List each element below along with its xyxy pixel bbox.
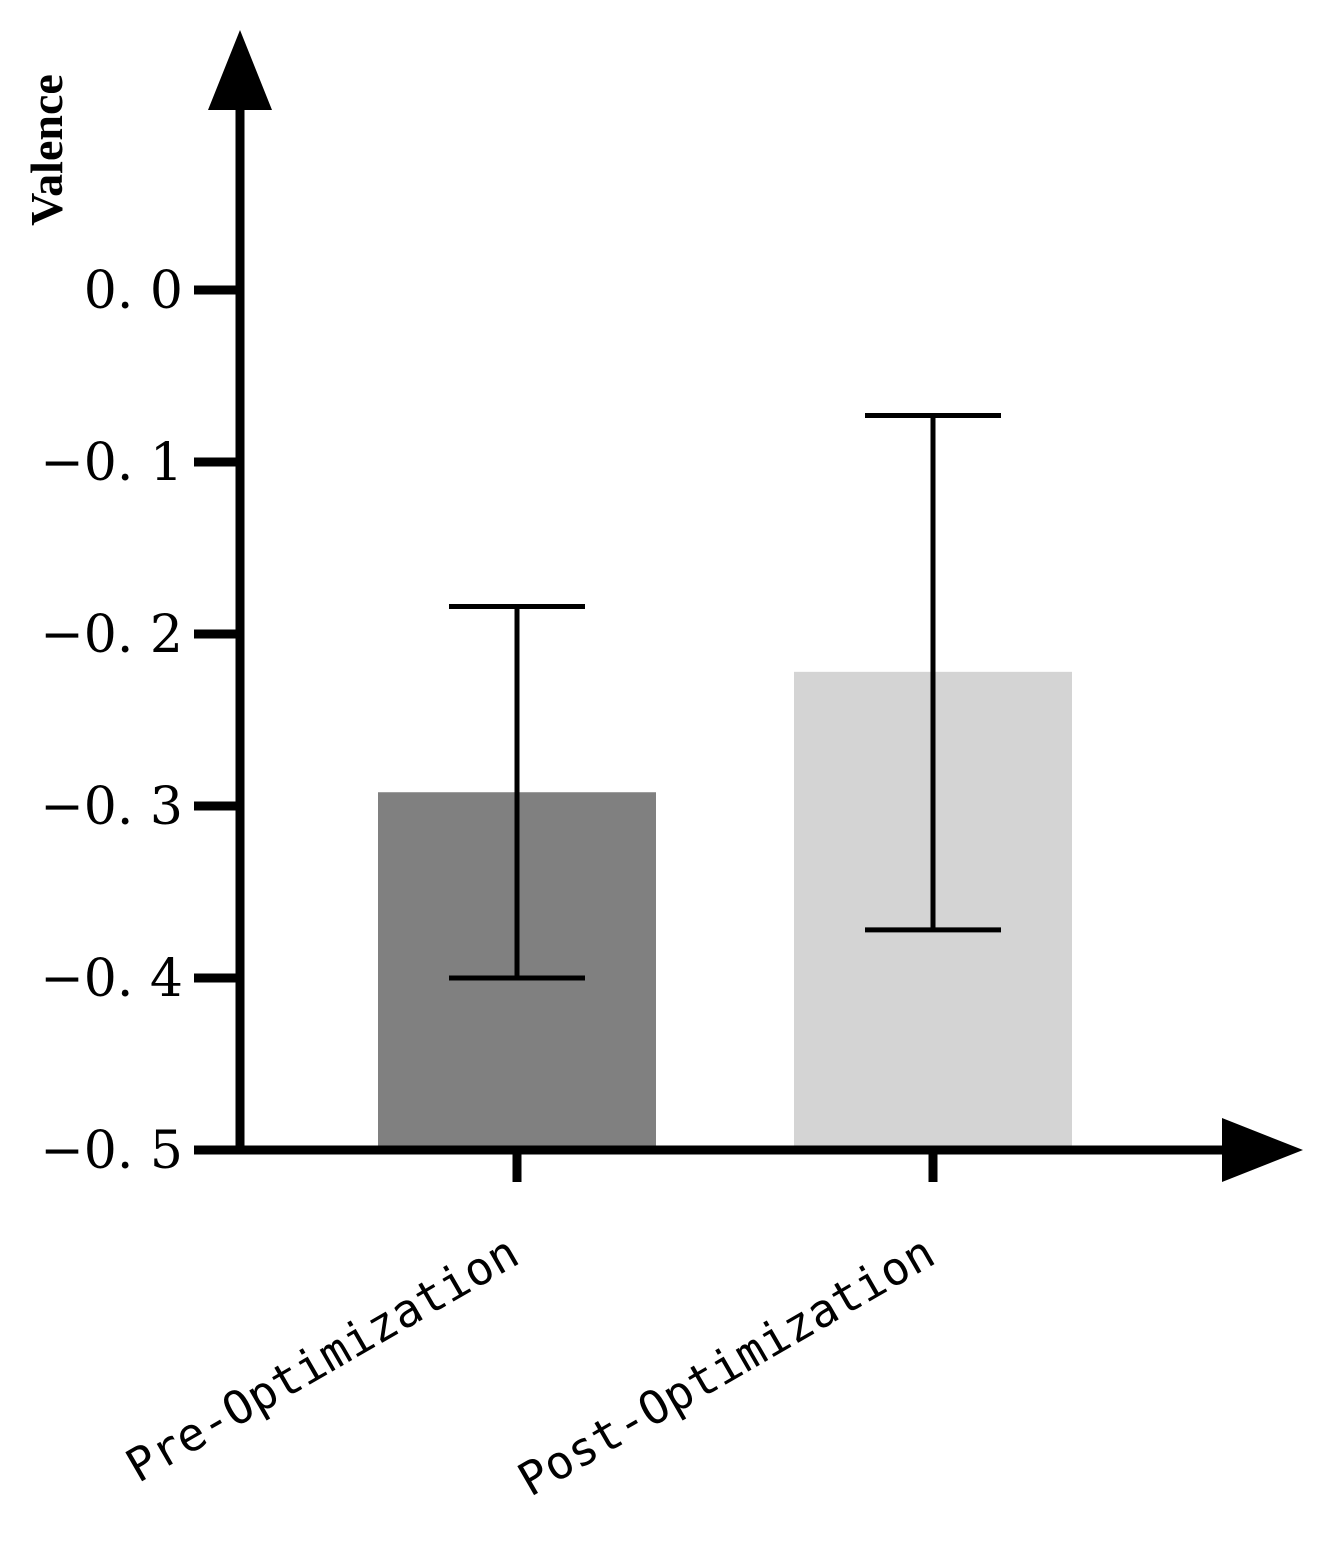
x-axis-arrow	[1222, 1118, 1303, 1182]
y-tick-label-4: −0. 3	[40, 777, 183, 837]
error-bars-layer	[449, 413, 1001, 981]
y-axis-arrow	[208, 30, 272, 110]
y-axis-title: Valence	[21, 74, 72, 226]
y-tick-label-6: −0. 5	[40, 1121, 183, 1181]
y-tick-label-1: 0. 0	[84, 261, 183, 321]
y-tick-label-2: −0. 1	[40, 433, 183, 493]
x-tick-label-1: Pre-Optimization	[117, 1225, 528, 1493]
x-tick-label-2: Post-Optimization	[509, 1225, 944, 1507]
y-ticks-layer: 0. 0 −0. 1 −0. 2 −0. 3 −0. 4 −0. 5	[40, 261, 240, 1181]
y-tick-label-3: −0. 2	[40, 605, 183, 665]
bars-layer	[378, 671, 1072, 1150]
y-tick-label-5: −0. 4	[40, 949, 183, 1009]
axes-layer	[194, 30, 1303, 1182]
